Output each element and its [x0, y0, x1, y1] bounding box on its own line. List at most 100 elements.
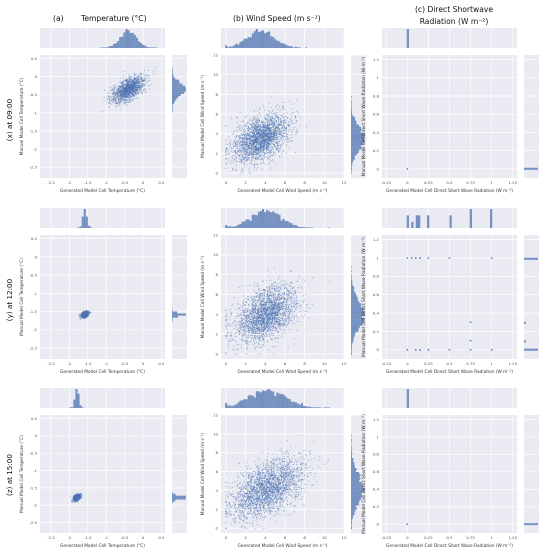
data-point — [126, 88, 128, 90]
data-point — [261, 146, 263, 148]
right-histogram-bar — [351, 110, 352, 113]
data-point — [131, 76, 133, 78]
data-point — [254, 158, 256, 160]
right-histogram-bar — [351, 102, 352, 105]
data-point — [130, 86, 132, 88]
data-point — [275, 138, 277, 140]
data-point — [126, 86, 128, 88]
data-point — [287, 138, 289, 140]
data-point — [259, 143, 261, 145]
data-point — [262, 162, 264, 164]
data-point — [248, 151, 250, 153]
data-point — [242, 152, 244, 154]
data-point — [121, 83, 123, 86]
data-point — [283, 125, 285, 127]
data-point — [133, 88, 135, 90]
data-point — [128, 101, 130, 104]
data-point — [244, 165, 246, 168]
data-point — [125, 79, 127, 81]
data-point — [230, 156, 232, 158]
data-point — [265, 118, 267, 121]
right-histogram-bar — [351, 163, 353, 166]
data-point — [297, 112, 299, 114]
data-point — [262, 151, 264, 153]
data-point — [136, 89, 139, 91]
data-point — [245, 153, 247, 155]
data-point — [278, 150, 280, 152]
data-point — [264, 147, 266, 149]
data-point — [110, 97, 112, 99]
data-point — [253, 149, 255, 151]
right-histogram-bar — [351, 122, 357, 125]
data-point — [252, 128, 254, 130]
data-point — [263, 127, 265, 129]
data-point — [120, 89, 122, 91]
data-point — [261, 154, 263, 156]
data-point — [136, 91, 138, 93]
data-point — [119, 80, 121, 82]
data-point — [280, 115, 282, 117]
data-point — [275, 126, 277, 129]
data-point — [226, 144, 229, 146]
data-point — [287, 124, 290, 126]
right-histogram-bar — [351, 145, 361, 148]
data-point — [283, 117, 285, 119]
data-point — [128, 76, 130, 78]
data-point — [278, 151, 280, 153]
data-point — [139, 80, 141, 82]
top-histogram-bar — [225, 45, 228, 48]
data-point — [128, 94, 130, 96]
data-point — [259, 139, 262, 141]
data-point — [251, 151, 253, 153]
data-point — [267, 152, 269, 154]
data-point — [255, 162, 257, 165]
data-point — [119, 86, 121, 88]
data-point — [135, 89, 137, 91]
data-point — [271, 142, 273, 144]
data-point — [235, 151, 237, 153]
data-point — [281, 126, 284, 128]
x-axis-label: Generated Model Cell Wind Speed (m s⁻¹) — [238, 188, 328, 194]
data-point — [245, 130, 247, 132]
data-point — [239, 125, 241, 127]
data-point — [263, 134, 265, 136]
data-point — [280, 138, 282, 140]
data-point — [269, 118, 271, 120]
data-point — [251, 135, 253, 138]
data-point — [132, 100, 134, 102]
data-point — [121, 87, 123, 89]
y-tick-label: 12 — [213, 52, 218, 57]
data-point — [271, 110, 274, 112]
data-point — [257, 157, 259, 159]
data-point — [241, 135, 244, 137]
data-point — [246, 132, 248, 134]
data-point — [264, 110, 266, 112]
data-point — [263, 137, 265, 139]
data-point — [256, 127, 258, 129]
data-point — [266, 146, 268, 148]
data-point — [259, 147, 261, 149]
data-point — [143, 88, 145, 90]
data-point — [260, 140, 262, 142]
data-point — [133, 84, 135, 86]
right-histogram-bar — [172, 85, 186, 88]
data-point — [269, 155, 271, 157]
data-point — [270, 131, 272, 133]
data-point — [270, 147, 272, 149]
data-point — [252, 150, 255, 153]
data-point — [140, 89, 142, 91]
data-point — [272, 133, 275, 135]
data-point — [85, 317, 87, 319]
data-point — [125, 86, 127, 88]
data-point — [80, 313, 82, 315]
data-point — [138, 86, 140, 88]
data-point — [116, 92, 118, 94]
data-point — [247, 130, 250, 132]
data-point — [273, 113, 275, 115]
data-point — [272, 125, 274, 127]
data-point — [254, 148, 256, 150]
data-point — [234, 150, 236, 152]
y-tick-label: 0 — [35, 254, 38, 259]
data-point — [266, 121, 268, 123]
